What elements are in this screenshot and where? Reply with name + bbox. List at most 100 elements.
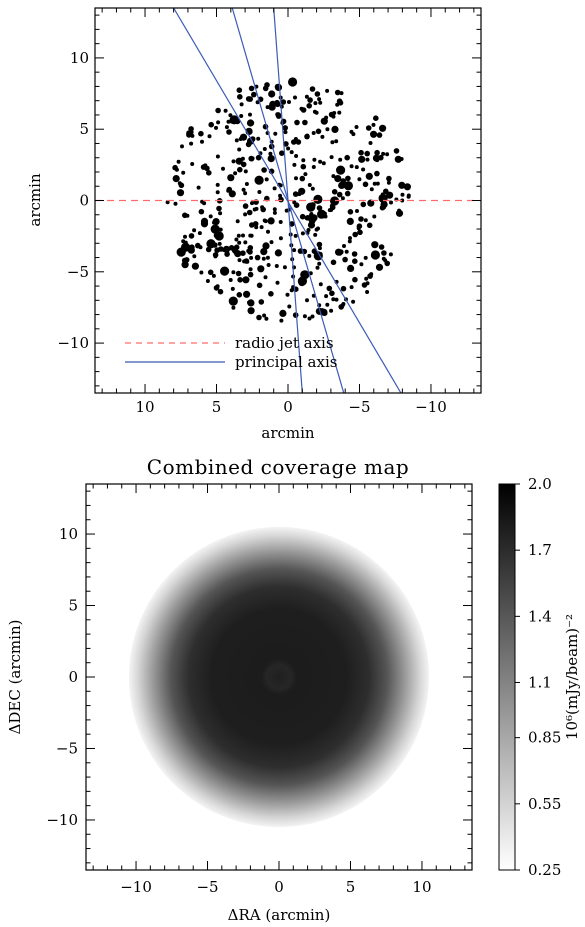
scatter-point [256, 136, 261, 141]
scatter-point [372, 154, 381, 162]
scatter-point [239, 114, 244, 118]
coverage-panel: Combined coverage map −10 −5 0 5 101050−5−10… [6, 455, 581, 924]
scatter-point [231, 115, 236, 120]
scatter-point [257, 265, 265, 273]
scatter-point [279, 150, 285, 156]
scatter-point [394, 155, 402, 163]
scatter-point [242, 276, 250, 284]
scatter-point [345, 175, 351, 182]
scatter-point [262, 242, 270, 250]
scatter-point [369, 187, 374, 192]
scatter-point [226, 188, 231, 193]
scatter-point [211, 273, 216, 278]
scatter-point [236, 87, 243, 93]
scatter-point [388, 252, 393, 257]
scatter-point [373, 115, 379, 121]
scatter-point [295, 139, 302, 145]
scatter-point [224, 125, 229, 130]
scatter-point [257, 190, 262, 194]
scatter-point [243, 258, 250, 264]
scatter-point [274, 101, 281, 108]
colorbar-tick-label: 0.25 [528, 861, 561, 879]
scatter-point [344, 154, 351, 161]
scatter-point [249, 255, 254, 260]
scatter-point [174, 167, 179, 172]
scatter-point [210, 224, 220, 234]
scatter-point [237, 240, 242, 245]
scatter-point [235, 157, 243, 165]
scatter-point [293, 286, 299, 293]
scatter-point [316, 205, 323, 211]
scatter-point [364, 276, 369, 281]
scatter-point [272, 210, 277, 215]
scatter-point [272, 207, 277, 212]
scatter-points [165, 77, 411, 323]
scatter-point [335, 102, 340, 107]
scatter-point [364, 150, 371, 157]
scatter-point [202, 201, 207, 206]
scatter-point [252, 221, 259, 227]
scatter-point [247, 249, 253, 255]
scatter-point [241, 233, 245, 238]
scatter-point [386, 191, 394, 199]
scatter-point [176, 159, 181, 164]
scatter-point [262, 313, 267, 318]
scatter-point [248, 112, 252, 117]
scatter-point [312, 109, 317, 114]
scatter-point [272, 186, 277, 191]
scatter-point [316, 241, 323, 248]
scatter-point [215, 190, 220, 195]
scatter-point [381, 250, 387, 256]
scatter-point [217, 288, 224, 295]
scatter-point [234, 138, 239, 143]
scatter-point [400, 198, 405, 203]
scatter-point [268, 90, 276, 98]
scatter-y-axis-label: arcmin [26, 173, 44, 227]
scatter-point [336, 191, 343, 198]
scatter-point [247, 299, 255, 307]
scatter-point [342, 244, 346, 248]
scatter-point [208, 214, 213, 219]
principal-axis-line-3 [273, 8, 303, 393]
scatter-point [320, 134, 325, 139]
scatter-panel: 10 5 0 −5 −10 10 5 0 −5 −10 arcmin arcmin radio j… [26, 7, 482, 442]
scatter-point [297, 276, 307, 286]
scatter-point [278, 220, 283, 224]
scatter-point [228, 296, 238, 306]
scatter-point [382, 205, 387, 210]
scatter-point [234, 237, 239, 242]
scatter-point [331, 189, 338, 195]
scatter-point [287, 100, 291, 104]
scatter-point [259, 225, 264, 230]
scatter-point [231, 305, 236, 310]
scatter-point [318, 282, 323, 287]
scatter-point [366, 222, 373, 229]
scatter-point [228, 113, 233, 118]
axis-lines [95, 8, 481, 393]
scatter-point [263, 219, 268, 224]
scatter-point [312, 157, 317, 162]
scatter-point [215, 154, 220, 159]
colorbar-tick-label: 0.55 [528, 795, 561, 813]
scatter-point [286, 146, 291, 151]
scatter-point [330, 140, 335, 145]
scatter-point [406, 194, 411, 199]
scatter-point [218, 246, 224, 252]
scatter-point [342, 256, 348, 263]
scatter-point [307, 221, 316, 229]
scatter-point [313, 232, 318, 237]
scatter-point [357, 177, 362, 182]
scatter-point [189, 141, 194, 146]
scatter-point [268, 103, 276, 111]
scatter-point [378, 244, 385, 250]
scatter-point [291, 139, 297, 145]
scatter-point [278, 193, 283, 198]
scatter-point [268, 151, 273, 156]
scatter-point [186, 130, 192, 136]
y-tick-label: 0 [79, 192, 89, 210]
scatter-point [254, 175, 264, 185]
scatter-point [265, 105, 270, 110]
scatter-point [301, 158, 306, 163]
scatter-point [242, 203, 249, 209]
scatter-point [185, 213, 190, 218]
